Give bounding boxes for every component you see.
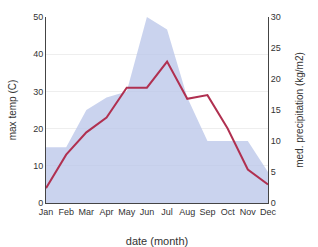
svg-text:med. precipitation (kg/m2): med. precipitation (kg/m2) <box>294 52 305 168</box>
svg-text:May: May <box>118 207 136 217</box>
svg-text:Jul: Jul <box>161 207 173 217</box>
svg-text:30: 30 <box>271 12 281 22</box>
svg-text:15: 15 <box>271 105 281 115</box>
svg-text:Sep: Sep <box>199 207 215 217</box>
svg-text:30: 30 <box>33 87 43 97</box>
svg-text:max temp (C): max temp (C) <box>7 80 18 141</box>
svg-text:Aug: Aug <box>179 207 195 217</box>
svg-text:Oct: Oct <box>221 207 236 217</box>
svg-text:Jun: Jun <box>140 207 155 217</box>
svg-text:Jan: Jan <box>39 207 54 217</box>
svg-text:20: 20 <box>271 74 281 84</box>
svg-text:40: 40 <box>33 49 43 59</box>
svg-text:5: 5 <box>271 167 276 177</box>
svg-text:50: 50 <box>33 12 43 22</box>
svg-text:0: 0 <box>38 198 43 208</box>
svg-text:Apr: Apr <box>100 207 114 217</box>
svg-text:25: 25 <box>271 43 281 53</box>
svg-text:Feb: Feb <box>58 207 74 217</box>
svg-text:Nov: Nov <box>240 207 257 217</box>
svg-text:20: 20 <box>33 124 43 134</box>
svg-text:0: 0 <box>271 198 276 208</box>
svg-text:10: 10 <box>271 136 281 146</box>
svg-text:10: 10 <box>33 161 43 171</box>
svg-text:date (month): date (month) <box>126 235 188 247</box>
svg-text:Mar: Mar <box>79 207 95 217</box>
svg-text:Dec: Dec <box>260 207 277 217</box>
